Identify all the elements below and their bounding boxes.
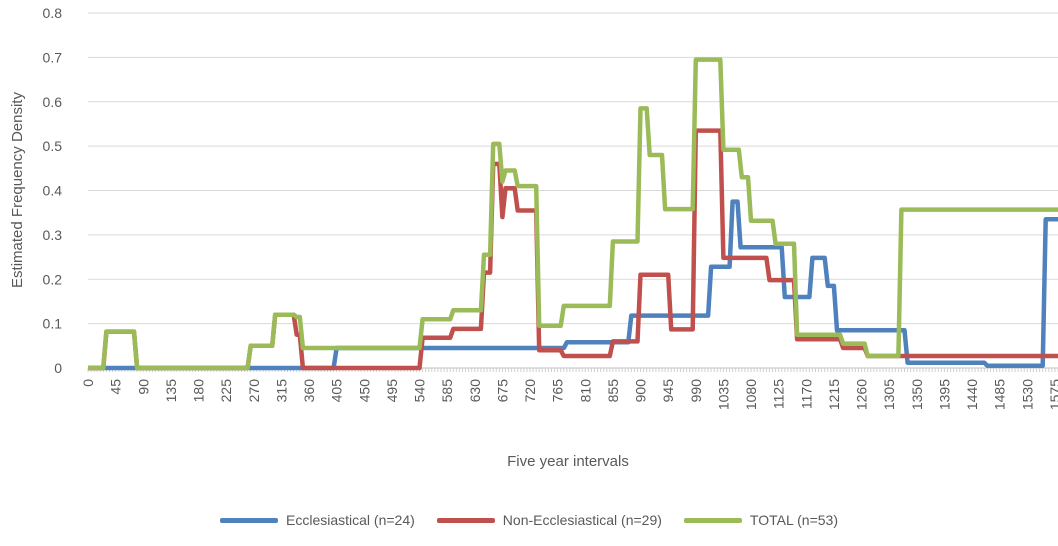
x-tick-label: 360: [301, 379, 317, 403]
x-tick-label: 270: [246, 379, 262, 403]
legend-label: Ecclesiastical (n=24): [286, 512, 415, 528]
x-tick-label: 1485: [992, 379, 1008, 410]
x-tick-label: 1350: [909, 379, 925, 410]
legend-swatch: [220, 517, 279, 523]
x-tick-label: 45: [108, 379, 124, 395]
legend-label: Non-Ecclesiastical (n=29): [502, 512, 662, 528]
legend-item: Non-Ecclesiastical (n=29): [436, 512, 662, 528]
x-tick-label: 495: [384, 379, 400, 403]
x-tick-label: 1305: [881, 379, 897, 410]
y-tick-label: 0.3: [43, 227, 63, 243]
gridlines: [88, 12, 1058, 325]
y-axis-title: Estimated Frequency Density: [9, 92, 26, 288]
y-tick-label: 0: [54, 360, 62, 376]
x-tick-label: 90: [135, 379, 151, 395]
x-tick-label: 1080: [743, 379, 759, 410]
y-tick-label: 0.7: [43, 49, 63, 65]
series-line-1: [88, 128, 1058, 371]
y-tick-label: 0.5: [43, 138, 63, 154]
x-tick-label: 450: [356, 379, 372, 403]
x-tick-label: 900: [633, 379, 649, 403]
series-line-0: [88, 199, 1058, 371]
legend-swatch: [683, 517, 742, 523]
y-tick-label: 0.2: [43, 271, 63, 287]
legend-item: Ecclesiastical (n=24): [220, 512, 415, 528]
x-tick-label: 990: [688, 379, 704, 403]
x-tick-label: 405: [329, 379, 345, 403]
x-tick-label: 810: [577, 379, 593, 403]
legend: Ecclesiastical (n=24) Non-Ecclesiastical …: [0, 512, 1058, 528]
x-tick-label: 315: [273, 379, 289, 403]
legend-item: TOTAL (n=53): [683, 512, 838, 528]
x-tick-label: 630: [467, 379, 483, 403]
x-tick-label: 765: [550, 379, 566, 403]
x-tick-label: 855: [605, 379, 621, 403]
y-tick-label: 0.1: [43, 316, 63, 332]
x-tick-label: 1260: [854, 379, 870, 410]
x-tick-label: 1125: [771, 379, 787, 409]
x-tick-label: 1395: [936, 379, 952, 410]
y-tick-label: 0.8: [43, 5, 63, 21]
x-tick-label: 1575: [1047, 379, 1058, 410]
y-tick-label: 0.6: [43, 94, 63, 110]
x-tick-label: 945: [660, 379, 676, 403]
y-tick-label: 0.4: [43, 183, 63, 199]
x-tick-label: 1170: [798, 379, 814, 409]
series-line-2: [88, 57, 1058, 371]
x-tick-label: 585: [439, 379, 455, 403]
x-tick-label: 720: [522, 379, 538, 403]
legend-label: TOTAL (n=53): [749, 512, 838, 528]
x-tick-label: 135: [163, 379, 179, 403]
legend-swatch: [436, 517, 495, 523]
x-tick-label: 225: [218, 379, 234, 403]
x-tick-label: 1035: [715, 379, 731, 410]
x-tick-label: 1215: [826, 379, 842, 410]
x-tick-label: 1440: [964, 379, 980, 410]
x-axis-title: Five year intervals: [507, 453, 629, 470]
x-tick-label: 0: [80, 379, 96, 387]
x-tick-label: 675: [494, 379, 510, 403]
series-lines: [88, 57, 1058, 371]
x-tick-label: 1530: [1019, 379, 1035, 410]
x-tick-label: 180: [191, 379, 207, 403]
x-tick-label: 540: [412, 379, 428, 403]
